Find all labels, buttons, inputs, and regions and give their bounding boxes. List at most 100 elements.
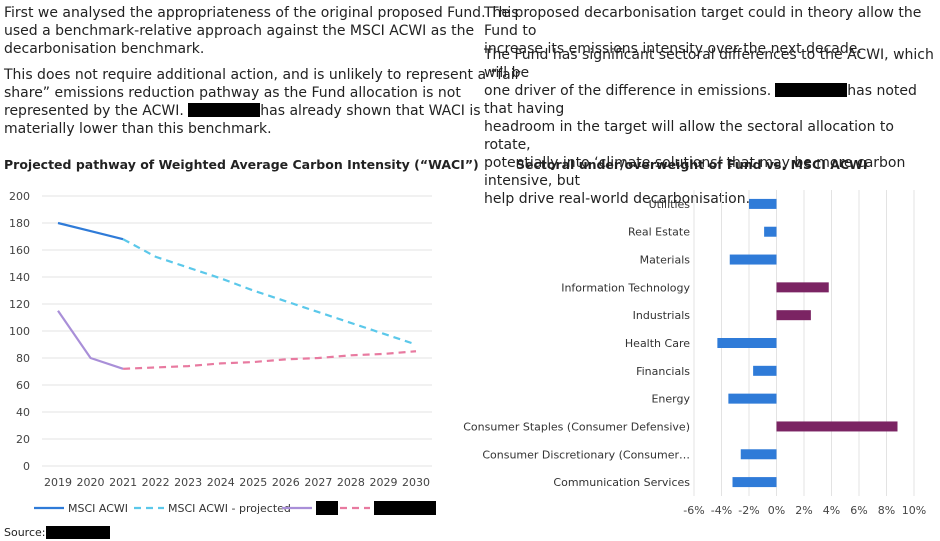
category-label: Energy [651, 393, 690, 406]
text-line: one driver of the difference in emission… [484, 82, 940, 118]
redaction-box [188, 103, 261, 117]
waci-line-chart: 0 20 40 60 80 100 120 140 160 180 200 2019 2020 2021… [9, 190, 436, 515]
x-tick-label: 2020 [77, 476, 105, 489]
x-tick-label: 8% [878, 504, 895, 517]
chart-gridlines [42, 195, 432, 467]
right-paragraph-1: The proposed decarbonisation target coul… [484, 4, 940, 58]
category-label: Consumer Discretionary (Consumer… [482, 448, 690, 461]
text-line: materially lower than this benchmark. [4, 121, 272, 137]
text-line: share” emissions reduction pathway as th… [4, 85, 461, 101]
waci-chart-title: Projected pathway of Weighted Average Ca… [4, 157, 479, 172]
bar [729, 254, 777, 265]
legend-redaction [316, 501, 338, 515]
bar [732, 477, 777, 488]
x-tick-label: 2028 [337, 476, 365, 489]
y-tick-label: 120 [9, 298, 30, 311]
redaction-box [45, 526, 110, 539]
x-tick-label: 6% [850, 504, 867, 517]
x-tick-label: 2026 [272, 476, 300, 489]
y-tick-label: 200 [9, 190, 30, 203]
series-line-2 [122, 238, 417, 346]
x-tick-label: 4% [823, 504, 840, 517]
category-label: Industrials [633, 309, 691, 322]
y-tick-label: 100 [9, 325, 30, 338]
series-line-3 [57, 310, 124, 370]
chart-series [57, 221, 417, 370]
y-tick-label: 80 [16, 352, 30, 365]
bar [749, 198, 777, 209]
bar [753, 365, 777, 376]
category-label: Real Estate [628, 226, 690, 239]
text-line: The Fund has significant sectoral differ… [484, 47, 934, 81]
x-tick-label: 2030 [402, 476, 430, 489]
text-line: help drive real-world decarbonisation. [484, 191, 751, 207]
y-tick-label: 60 [16, 379, 30, 392]
x-tick-label: 10% [902, 504, 926, 517]
x-tick-label: -4% [711, 504, 732, 517]
chart-bars [717, 198, 898, 488]
category-label: Information Technology [561, 281, 690, 294]
text-line: First we analysed the appropriateness of… [4, 5, 519, 21]
bar [728, 393, 777, 404]
text-line: This does not require additional action,… [4, 67, 521, 83]
redaction-box [775, 83, 848, 97]
y-tick-label: 20 [16, 433, 30, 446]
bar [776, 310, 811, 321]
x-tick-label: -2% [738, 504, 759, 517]
text-line-part: one driver of the difference in emission… [484, 83, 772, 99]
x-axis-ticks: 2019 2020 2021 2022 2023 2024 2025 2026 2027 2028… [44, 476, 430, 489]
x-tick-label: 2% [795, 504, 812, 517]
text-line: potentially into ‘climate solutions’ tha… [484, 155, 906, 189]
y-axis-ticks: 0 20 40 60 80 100 120 140 160 180 200 [9, 190, 30, 473]
x-tick-label: 2019 [44, 476, 72, 489]
category-label: Health Care [625, 337, 690, 350]
sector-bar-chart: Utilities Real Estate Materials Information… [463, 190, 926, 517]
source-note: Source: [4, 526, 110, 539]
text-line-part: represented by the ACWI. [4, 103, 184, 119]
y-tick-label: 40 [16, 406, 30, 419]
sector-chart-title: Sectoral under/overweight of Fund vs. MS… [516, 157, 868, 172]
x-tick-label: 2023 [174, 476, 202, 489]
source-label: Source: [4, 526, 46, 539]
x-axis-ticks: -6% -4% -2% 0% 2% 4% 6% 8% 10% [683, 504, 926, 517]
text-line: increase its emissions intensity over th… [484, 41, 862, 57]
y-tick-label: 140 [9, 271, 30, 284]
right-paragraph-2: The Fund has significant sectoral differ… [484, 46, 940, 208]
category-label: Consumer Staples (Consumer Defensive) [463, 420, 690, 433]
x-tick-label: -6% [683, 504, 704, 517]
left-paragraph-2: This does not require additional action,… [4, 66, 520, 138]
category-label: Communication Services [553, 476, 690, 489]
text-line: represented by the ACWI. has already sho… [4, 102, 520, 120]
y-tick-label: 180 [9, 217, 30, 230]
text-line: used a benchmark-relative approach again… [4, 23, 475, 39]
category-label: Financials [636, 365, 690, 378]
text-line-part: has noted that having [484, 83, 917, 117]
x-tick-label: 2025 [239, 476, 267, 489]
legend-redaction [374, 501, 436, 515]
bar [740, 449, 777, 460]
x-tick-label: 2027 [304, 476, 332, 489]
x-tick-label: 2024 [207, 476, 235, 489]
text-line: The proposed decarbonisation target coul… [484, 5, 922, 39]
y-tick-label: 160 [9, 244, 30, 257]
x-tick-label: 0% [768, 504, 785, 517]
x-tick-label: 2022 [142, 476, 170, 489]
x-tick-label: 2021 [109, 476, 137, 489]
category-label: Utilities [649, 198, 691, 211]
bar [764, 226, 777, 237]
left-paragraph-1: First we analysed the appropriateness of… [4, 4, 519, 58]
text-line: headroom in the target will allow the se… [484, 119, 894, 153]
legend-label: MSCI ACWI - projected [168, 502, 291, 515]
text-line-part: has already shown that WACI is [260, 103, 481, 119]
legend-label: MSCI ACWI [68, 502, 128, 515]
text-line: decarbonisation benchmark. [4, 41, 205, 57]
bar [776, 421, 898, 432]
bar [717, 338, 777, 348]
chart-legend: MSCI ACWI MSCI ACWI - projected [34, 501, 436, 515]
bar [776, 282, 829, 293]
series-line-1 [57, 221, 124, 241]
y-tick-label: 0 [23, 460, 30, 473]
series-line-4 [123, 350, 417, 370]
x-tick-label: 2029 [369, 476, 397, 489]
category-label: Materials [640, 254, 691, 267]
